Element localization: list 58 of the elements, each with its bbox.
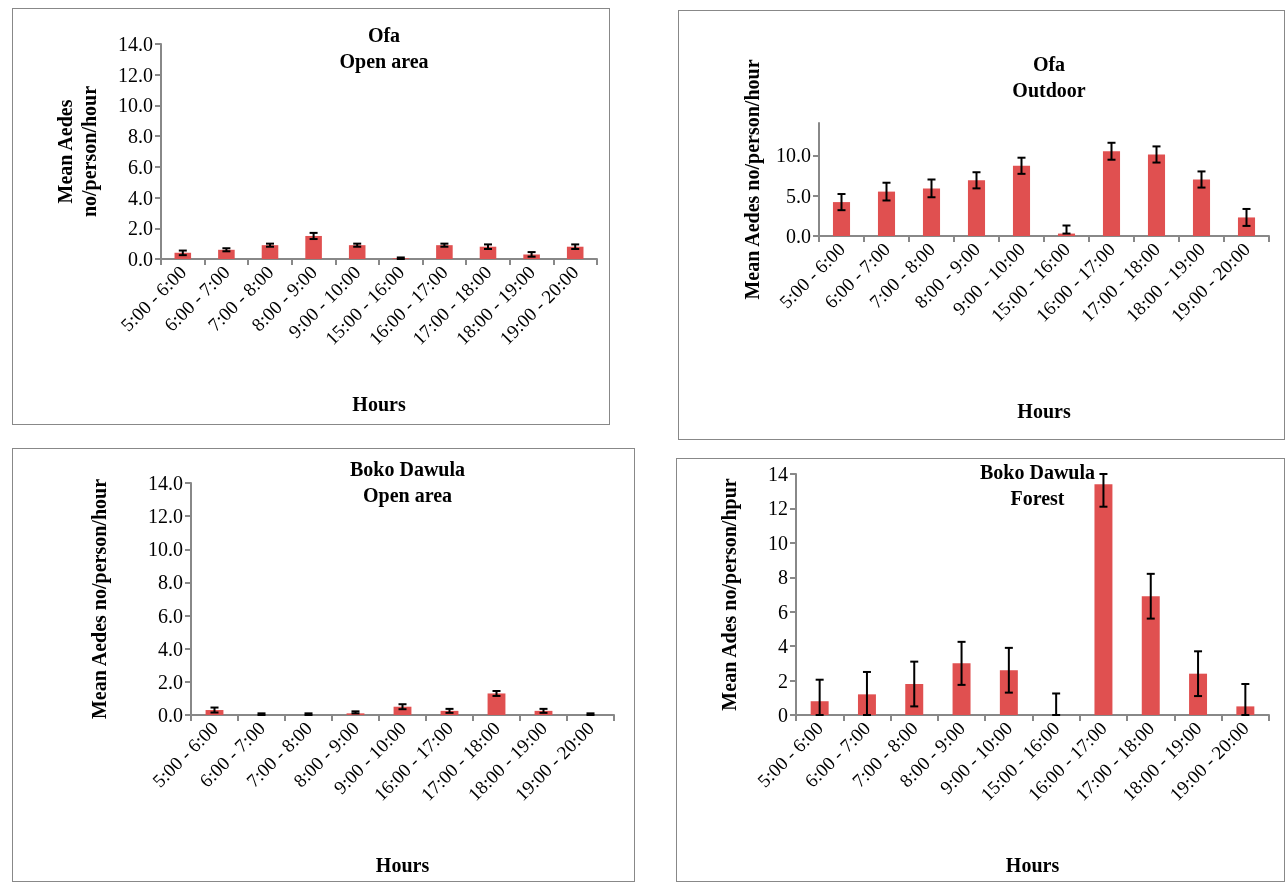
chart-title: Ofa Outdoor <box>1012 53 1086 101</box>
y-tick-label: 0.0 <box>786 225 811 247</box>
y-tick-label: 14.0 <box>148 472 183 494</box>
bar <box>1192 179 1211 236</box>
bar <box>952 663 971 715</box>
y-tick-label: 6.0 <box>158 604 183 627</box>
y-tick-label: 14 <box>768 463 788 485</box>
y-tick-label: 12.0 <box>118 63 153 86</box>
y-axis-title: Mean Aedes no/person/hour <box>54 85 101 218</box>
y-tick-label: 4.0 <box>128 186 153 209</box>
y-axis-title: Mean Aedes no/person/hour <box>88 478 111 720</box>
y-axis-title: Mean Aedes no/person/hour <box>741 59 764 300</box>
x-axis-title: Hours <box>1005 854 1060 876</box>
y-tick-label: 10.0 <box>118 94 153 117</box>
bar <box>1141 596 1160 715</box>
y-tick-label: 12 <box>768 497 788 520</box>
y-tick-label: 8.0 <box>158 571 183 594</box>
y-tick-label: 5.0 <box>786 184 811 207</box>
y-tick-label: 4 <box>778 635 788 658</box>
y-tick-label: 2.0 <box>158 670 183 693</box>
bar <box>1094 484 1113 715</box>
bar <box>967 180 986 236</box>
bar <box>877 191 896 236</box>
y-tick-label: 10.0 <box>776 144 811 167</box>
bar <box>436 245 453 259</box>
y-tick-label: 10.0 <box>148 538 183 561</box>
y-tick-label: 4.0 <box>158 637 183 660</box>
y-tick-label: 6 <box>778 600 788 623</box>
y-tick-label: 8.0 <box>128 125 153 148</box>
x-axis-title: Hours <box>352 393 406 415</box>
bar <box>1102 151 1121 236</box>
y-tick-label: 6.0 <box>128 155 153 178</box>
bar <box>261 245 279 259</box>
bar <box>1147 154 1166 236</box>
bar <box>832 202 851 236</box>
chart-title: Boko Dawula Open area <box>349 458 466 507</box>
bar <box>348 245 366 259</box>
bar <box>305 235 322 259</box>
bar <box>218 249 235 259</box>
x-axis-title: Hours <box>1017 400 1071 422</box>
bar <box>1012 165 1031 236</box>
y-tick-label: 0.0 <box>158 704 183 726</box>
y-tick-label: 2.0 <box>128 217 153 240</box>
bar <box>922 188 941 236</box>
bar <box>487 693 506 715</box>
bar <box>1189 673 1208 715</box>
x-axis-title: Hours <box>375 854 430 876</box>
y-tick-label: 0.0 <box>128 248 153 270</box>
y-axis-title: Mean Ades no/person/hpur <box>718 478 741 711</box>
y-tick-label: 14.0 <box>118 33 153 55</box>
chart-title: Ofa Open area <box>339 24 429 73</box>
chart-title: Boko Dawula Forest <box>979 461 1096 509</box>
y-tick-label: 2 <box>778 669 788 692</box>
bar <box>999 670 1018 715</box>
y-tick-label: 8 <box>778 566 788 589</box>
y-tick-label: 12.0 <box>148 505 183 528</box>
y-tick-label: 10 <box>768 531 788 554</box>
y-tick-label: 0 <box>778 704 788 726</box>
